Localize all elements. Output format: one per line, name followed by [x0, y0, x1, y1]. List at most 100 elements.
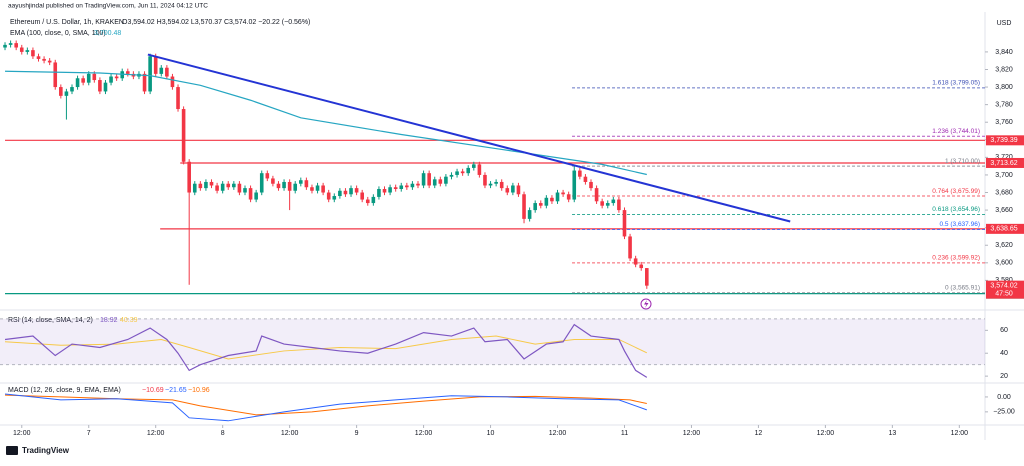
x-tick-label: 12:00: [281, 430, 299, 437]
candle-body: [187, 161, 191, 193]
y-tick-label: 3,620: [995, 242, 1013, 249]
x-tick-label: 12:00: [147, 430, 165, 437]
candle-body: [81, 78, 85, 83]
candle-body: [243, 188, 247, 193]
fib-label: 0.236 (3,599.92): [932, 255, 980, 262]
candle-body: [198, 183, 203, 189]
candle-body: [343, 190, 348, 195]
candle-body: [533, 203, 537, 211]
candle-body: [332, 196, 337, 200]
candle-body: [444, 176, 448, 184]
fib-label: 0.618 (3,654.96): [932, 206, 980, 213]
ema-line: [5, 70, 647, 176]
candle-body: [388, 187, 392, 193]
fib-label: 1 (3,710.00): [945, 158, 980, 165]
candle-body: [315, 185, 320, 191]
candle-body: [299, 180, 303, 184]
candle-body: [142, 73, 147, 92]
candle-body: [338, 190, 342, 197]
candle-body: [170, 76, 175, 88]
currency: USD: [997, 20, 1012, 27]
candle-body: [405, 185, 409, 188]
candle-body: [360, 192, 364, 200]
candle-body: [254, 192, 258, 200]
candle-body: [628, 236, 632, 259]
fib-label: 1.236 (3,744.01): [932, 128, 980, 135]
candle-body: [354, 188, 359, 193]
last-price-label: 3,574.02: [990, 282, 1017, 289]
candle-body: [522, 194, 526, 219]
candle-body: [572, 170, 577, 200]
candle-body: [494, 181, 498, 184]
rsi-line: [4, 323, 648, 378]
candle-body: [399, 185, 404, 189]
candle-body: [611, 199, 616, 204]
candle-body: [265, 173, 270, 179]
candle-body: [259, 173, 264, 193]
y-tick-label: 3,720: [995, 154, 1013, 161]
candle-body: [600, 201, 604, 206]
candle-body: [583, 176, 588, 182]
candle-body: [159, 67, 164, 74]
x-tick-label: 12: [755, 430, 763, 437]
candle-body: [566, 194, 571, 200]
candle-body: [19, 47, 24, 52]
ema-value: 3,700.48: [94, 30, 121, 37]
candle-body: [455, 171, 459, 175]
y-tick-label: 3,780: [995, 101, 1013, 108]
y-tick-label: 3,840: [995, 49, 1013, 56]
fib-label: 0 (3,565.91): [945, 284, 980, 291]
rsi-tick-label: 20: [1000, 373, 1008, 380]
candle-body: [645, 268, 649, 286]
candle-body: [589, 181, 593, 189]
trendline: [147, 53, 791, 223]
candle-body: [561, 192, 565, 195]
candle-body: [103, 82, 108, 92]
candle-body: [421, 173, 426, 186]
x-tick-label: 12:00: [683, 430, 701, 437]
x-tick-label: 10: [487, 430, 495, 437]
candle-body: [215, 185, 219, 191]
fib-label: 0.5 (3,637.96): [940, 221, 980, 228]
candle-body: [3, 44, 7, 48]
candle-body: [153, 56, 158, 74]
y-tick-label: 3,680: [995, 189, 1013, 196]
macd-signal-value: −10.96: [188, 387, 210, 394]
candle-body: [192, 183, 197, 193]
candle-body: [14, 43, 18, 48]
candle-body: [438, 179, 443, 184]
candle-body: [605, 203, 610, 206]
rsi-sma-line: [4, 335, 648, 360]
event-bolt: [644, 300, 649, 308]
candle-body: [293, 183, 298, 191]
rsi-sma-value: 40.39: [120, 317, 138, 324]
candle-body: [617, 199, 621, 211]
price-box-label: 3,638.65: [990, 226, 1017, 233]
candle-body: [181, 109, 186, 162]
candle-body: [578, 170, 582, 177]
candle-body: [220, 183, 225, 191]
publisher: aayushjindal published on TradingView.co…: [8, 3, 208, 10]
rsi-legend: RSI (14, close, SMA, 14, 2): [8, 317, 93, 324]
fib-label: 1.618 (3,799.05): [932, 80, 980, 87]
candle-body: [326, 192, 331, 200]
candle-body: [59, 87, 63, 96]
candle-body: [287, 181, 292, 191]
candle-body: [427, 173, 431, 186]
price-box: [986, 157, 1024, 168]
rsi-band: [0, 318, 985, 365]
y-tick-label: 3,660: [995, 207, 1013, 214]
candle-body: [505, 188, 510, 193]
candle-body: [98, 80, 102, 92]
candle-body: [109, 76, 113, 83]
y-tick-label: 3,820: [995, 66, 1013, 73]
candle-body: [248, 188, 253, 200]
rsi-tick-label: 60: [1000, 327, 1008, 334]
candle-body: [232, 183, 236, 188]
candle-body: [36, 56, 41, 59]
candle-body: [75, 78, 80, 88]
candle-body: [25, 50, 30, 52]
candle-body: [488, 183, 493, 186]
